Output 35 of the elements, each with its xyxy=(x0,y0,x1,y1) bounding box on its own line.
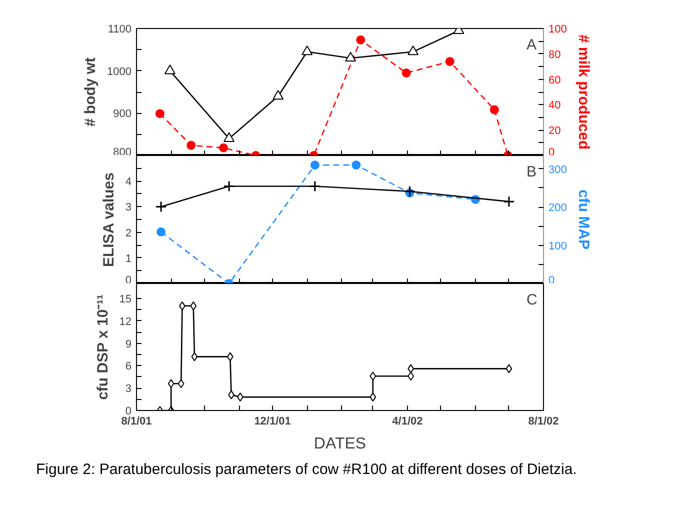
y-tick-label: 1000 xyxy=(107,66,132,78)
y2-tick-label: 100 xyxy=(548,24,567,36)
y-tick-label: 900 xyxy=(113,108,132,120)
y-tick-label: 1 xyxy=(125,252,132,265)
y-tick-label: 15 xyxy=(119,293,132,306)
y2-tick-label: 80 xyxy=(548,48,561,61)
y2-tick-label: 20 xyxy=(548,125,561,138)
annotation: B xyxy=(526,164,537,180)
y-tick-label: 1100 xyxy=(108,24,132,36)
caption: Figure 2: Paratuberculosis parameters of cow #R100 at different doses of Dietzia. xyxy=(36,460,577,480)
y2-tick-label: 60 xyxy=(548,74,561,86)
x-tick-label: 8/1/01 xyxy=(121,416,152,428)
x-tick-label: 4/1/02 xyxy=(392,416,423,428)
y-tick-label: 6 xyxy=(125,360,132,373)
y-axis-title: cfu DSP x 10⁻¹¹ xyxy=(94,294,112,400)
y2-tick-label: 200 xyxy=(548,202,567,214)
y-tick-label: 0 xyxy=(125,406,132,418)
annotation: C xyxy=(526,292,538,308)
y2-axis-title: cfu MAP xyxy=(574,190,592,250)
y-tick-label: 2 xyxy=(125,227,132,240)
y-tick-label: 9 xyxy=(125,338,132,350)
y2-tick-label: 300 xyxy=(548,164,567,176)
y-axis-title: ELISA values xyxy=(100,172,118,268)
y2-tick-label: 40 xyxy=(548,100,561,112)
y-tick-label: 3 xyxy=(125,383,132,396)
y2-tick-label: 100 xyxy=(548,240,567,252)
annotation: A xyxy=(526,36,537,54)
y-tick-label: 3 xyxy=(125,202,132,214)
y-tick-label: 4 xyxy=(125,176,132,188)
x-tick-label: 8/1/02 xyxy=(528,416,559,428)
y-tick-label: 12 xyxy=(119,316,132,328)
y-axis-title: # body wt xyxy=(82,57,100,127)
x-tick-label: 12/1/01 xyxy=(254,416,291,428)
y2-axis-title: # milk produced xyxy=(574,34,592,150)
x-axis-title: DATES xyxy=(314,436,366,452)
